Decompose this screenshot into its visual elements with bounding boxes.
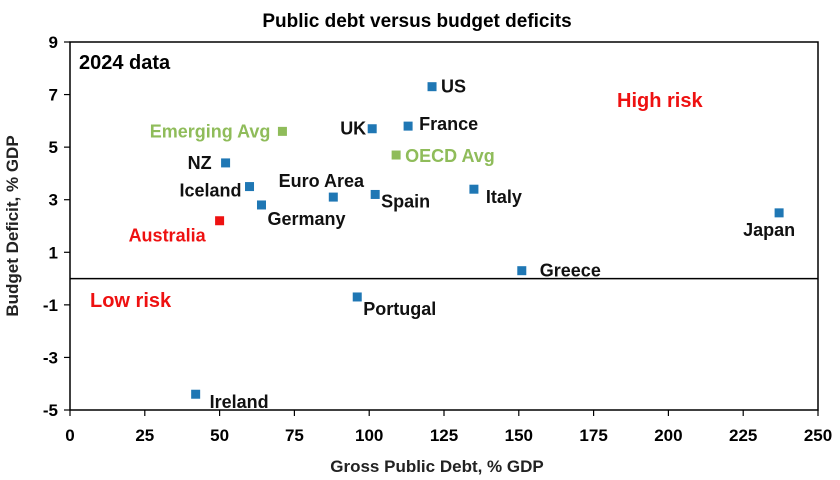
label-spain: Spain bbox=[381, 191, 430, 211]
y-tick-label: 9 bbox=[49, 33, 58, 52]
x-tick-label: 125 bbox=[430, 426, 458, 445]
label-euro-area: Euro Area bbox=[279, 171, 365, 191]
point-us bbox=[427, 82, 437, 92]
point-germany bbox=[256, 200, 266, 210]
point-france bbox=[403, 121, 413, 131]
label-australia: Australia bbox=[129, 226, 207, 246]
y-tick-label: 7 bbox=[49, 86, 58, 105]
label-emerging-avg: Emerging Avg bbox=[150, 121, 271, 141]
point-italy bbox=[469, 184, 479, 194]
x-tick-label: 225 bbox=[729, 426, 757, 445]
label-ireland: Ireland bbox=[210, 392, 269, 412]
low-risk-label: Low risk bbox=[90, 290, 172, 312]
label-us: US bbox=[441, 77, 466, 97]
point-ireland bbox=[191, 389, 201, 399]
point-labels: US UK France Emerging Avg OECD Avg NZ Euro Are… bbox=[129, 77, 796, 413]
point-nz bbox=[221, 158, 231, 168]
x-tick-label: 0 bbox=[65, 426, 74, 445]
point-japan bbox=[774, 208, 784, 218]
point-uk bbox=[367, 124, 377, 134]
y-tick-label: -5 bbox=[43, 401, 58, 420]
label-italy: Italy bbox=[486, 187, 522, 207]
x-tick-label: 150 bbox=[505, 426, 533, 445]
x-tick-label: 50 bbox=[210, 426, 229, 445]
high-risk-label: High risk bbox=[617, 90, 703, 112]
x-tick-label: 100 bbox=[355, 426, 383, 445]
x-tick-label: 175 bbox=[579, 426, 607, 445]
label-nz: NZ bbox=[188, 153, 212, 173]
label-germany: Germany bbox=[267, 209, 345, 229]
x-tick-label: 200 bbox=[654, 426, 682, 445]
x-axis-ticks: 0 25 50 75 100 125 150 175 200 225 250 bbox=[65, 410, 832, 445]
x-tick-label: 75 bbox=[285, 426, 304, 445]
point-australia bbox=[215, 216, 225, 226]
point-iceland bbox=[245, 182, 255, 192]
label-iceland: Iceland bbox=[179, 181, 241, 201]
x-tick-label: 25 bbox=[135, 426, 154, 445]
label-oecd-avg: OECD Avg bbox=[405, 146, 495, 166]
y-axis-ticks: -5 -3 -1 1 3 5 7 9 bbox=[43, 33, 70, 420]
x-tick-label: 250 bbox=[804, 426, 832, 445]
label-japan: Japan bbox=[743, 220, 795, 240]
chart-title: Public debt versus budget deficits bbox=[262, 11, 571, 32]
y-tick-label: 3 bbox=[49, 191, 58, 210]
y-tick-label: 5 bbox=[49, 138, 58, 157]
label-greece: Greece bbox=[540, 261, 601, 281]
data-points bbox=[191, 82, 784, 399]
point-spain bbox=[370, 189, 380, 199]
point-emerging-avg bbox=[277, 126, 287, 136]
x-axis-label: Gross Public Debt, % GDP bbox=[330, 457, 544, 476]
y-tick-label: 1 bbox=[49, 243, 58, 262]
y-axis-label: Budget Deficit, % GDP bbox=[3, 135, 22, 316]
point-portugal bbox=[352, 292, 362, 302]
data-year-label: 2024 data bbox=[79, 52, 171, 74]
point-euro-area bbox=[328, 192, 338, 202]
point-greece bbox=[517, 266, 527, 276]
point-oecd-avg bbox=[391, 150, 401, 160]
label-uk: UK bbox=[340, 119, 366, 139]
label-france: France bbox=[419, 114, 478, 134]
y-tick-label: -3 bbox=[43, 348, 58, 367]
y-tick-label: -1 bbox=[43, 296, 58, 315]
label-portugal: Portugal bbox=[363, 299, 436, 319]
